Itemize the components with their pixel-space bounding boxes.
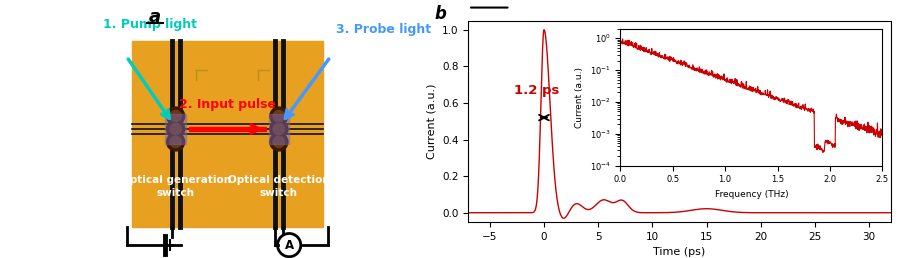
Circle shape bbox=[166, 133, 185, 151]
Circle shape bbox=[270, 107, 288, 125]
Circle shape bbox=[274, 136, 285, 148]
Circle shape bbox=[166, 107, 185, 125]
Text: Optical generation
switch: Optical generation switch bbox=[121, 175, 231, 198]
Text: 1.2 ps: 1.2 ps bbox=[514, 84, 559, 98]
Text: a: a bbox=[149, 8, 161, 26]
Bar bbox=[188, 127, 266, 131]
Circle shape bbox=[170, 110, 181, 122]
Text: Optical detection
switch: Optical detection switch bbox=[228, 175, 330, 198]
Circle shape bbox=[270, 133, 288, 151]
X-axis label: Time (ps): Time (ps) bbox=[654, 247, 705, 257]
Y-axis label: Current (a.u.): Current (a.u.) bbox=[426, 84, 436, 159]
Text: 2. Input pulse: 2. Input pulse bbox=[179, 98, 275, 111]
Circle shape bbox=[170, 123, 181, 135]
Text: 3. Probe light: 3. Probe light bbox=[335, 23, 431, 36]
Circle shape bbox=[274, 110, 285, 122]
Circle shape bbox=[274, 123, 285, 135]
Bar bbox=[132, 41, 323, 227]
Circle shape bbox=[270, 120, 288, 138]
Circle shape bbox=[277, 233, 301, 257]
Text: 1. Pump light: 1. Pump light bbox=[104, 18, 197, 31]
Bar bbox=[165, 114, 186, 144]
Text: b: b bbox=[435, 5, 446, 22]
Circle shape bbox=[166, 120, 185, 138]
Text: A: A bbox=[285, 239, 294, 252]
Bar bbox=[268, 114, 289, 144]
Circle shape bbox=[170, 136, 181, 148]
